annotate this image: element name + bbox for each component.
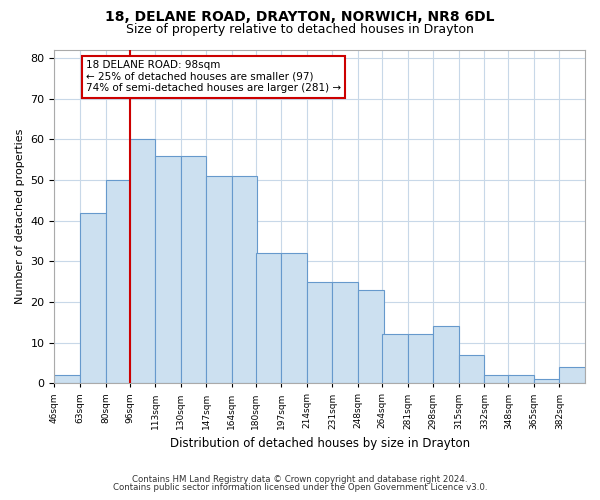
Bar <box>459 355 484 384</box>
Text: 18, DELANE ROAD, DRAYTON, NORWICH, NR8 6DL: 18, DELANE ROAD, DRAYTON, NORWICH, NR8 6… <box>105 10 495 24</box>
Bar <box>55 375 80 384</box>
Bar <box>307 282 332 384</box>
X-axis label: Distribution of detached houses by size in Drayton: Distribution of detached houses by size … <box>170 437 470 450</box>
Text: Contains HM Land Registry data © Crown copyright and database right 2024.: Contains HM Land Registry data © Crown c… <box>132 475 468 484</box>
Y-axis label: Number of detached properties: Number of detached properties <box>15 129 25 304</box>
Bar <box>256 253 281 384</box>
Bar <box>407 334 433 384</box>
Bar <box>559 367 585 384</box>
Bar <box>80 212 106 384</box>
Bar <box>106 180 131 384</box>
Bar <box>232 176 257 384</box>
Text: Size of property relative to detached houses in Drayton: Size of property relative to detached ho… <box>126 22 474 36</box>
Bar <box>358 290 383 384</box>
Bar <box>155 156 181 384</box>
Text: Contains public sector information licensed under the Open Government Licence v3: Contains public sector information licen… <box>113 483 487 492</box>
Bar <box>281 253 307 384</box>
Bar <box>382 334 407 384</box>
Bar <box>130 140 155 384</box>
Bar <box>206 176 232 384</box>
Bar <box>181 156 206 384</box>
Bar <box>534 379 559 384</box>
Bar <box>433 326 459 384</box>
Text: 18 DELANE ROAD: 98sqm
← 25% of detached houses are smaller (97)
74% of semi-deta: 18 DELANE ROAD: 98sqm ← 25% of detached … <box>86 60 341 94</box>
Bar <box>332 282 358 384</box>
Bar <box>508 375 534 384</box>
Bar <box>484 375 510 384</box>
